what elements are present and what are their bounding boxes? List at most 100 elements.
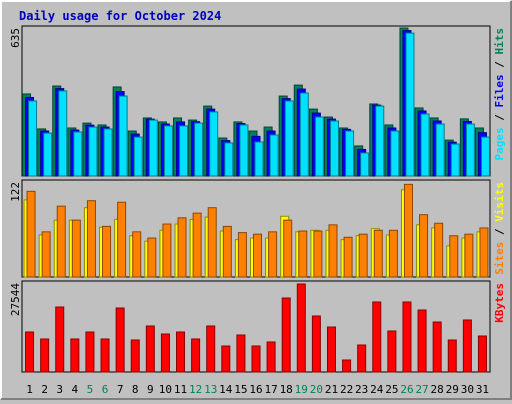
bar <box>86 200 96 278</box>
bar <box>130 339 140 373</box>
bar <box>405 32 415 177</box>
x-tick-label: 13 <box>204 383 217 396</box>
bar <box>176 331 186 373</box>
bar <box>237 232 247 278</box>
bar <box>435 123 445 177</box>
x-tick-label: 28 <box>431 383 444 396</box>
x-tick-label: 18 <box>280 383 293 396</box>
bar <box>477 335 487 373</box>
y-tick-label: 122 <box>9 182 22 202</box>
bar <box>115 307 125 373</box>
bar <box>313 230 323 278</box>
bar <box>449 235 459 278</box>
bar <box>447 339 457 373</box>
y-tick-label: 27544 <box>9 283 22 316</box>
x-tick-label: 2 <box>41 383 48 396</box>
bar <box>465 123 475 177</box>
bar <box>343 236 353 278</box>
bar <box>372 301 382 373</box>
x-tick-label: 22 <box>340 383 353 396</box>
x-tick-label: 6 <box>102 383 109 396</box>
bar <box>191 338 201 373</box>
bar <box>434 222 444 278</box>
bar <box>402 301 412 373</box>
legend-entry: Files <box>493 74 506 107</box>
bar <box>40 338 50 373</box>
bar <box>179 125 189 177</box>
legend: Pages / Files / Hits <box>493 28 506 161</box>
bar <box>56 205 66 278</box>
bar <box>254 141 264 177</box>
x-tick-label: 11 <box>174 383 187 396</box>
x-tick-label: 23 <box>355 383 368 396</box>
x-tick-label: 5 <box>87 383 94 396</box>
bar <box>345 130 355 177</box>
bar <box>281 297 291 373</box>
bar <box>239 124 249 177</box>
bar <box>70 338 80 373</box>
bar <box>194 122 204 177</box>
bar <box>357 344 367 373</box>
x-tick-label: 21 <box>325 383 338 396</box>
y-tick-label: 635 <box>9 28 22 48</box>
bar <box>269 134 279 177</box>
legend: Sites / Visits <box>493 182 506 275</box>
x-tick-label: 10 <box>159 383 172 396</box>
bar <box>206 325 216 373</box>
bar <box>25 331 35 373</box>
x-tick-label: 27 <box>415 383 428 396</box>
bar <box>85 331 95 373</box>
bar <box>284 100 294 177</box>
bar <box>417 309 427 373</box>
x-tick-label: 17 <box>264 383 277 396</box>
x-tick-label: 25 <box>385 383 398 396</box>
bar <box>432 321 442 373</box>
bar <box>464 233 474 278</box>
x-tick-label: 24 <box>370 383 384 396</box>
bar <box>298 230 308 278</box>
bar <box>26 190 36 278</box>
bar <box>283 219 293 278</box>
bar <box>403 183 413 278</box>
x-tick-label: 30 <box>461 383 474 396</box>
bar <box>358 233 368 278</box>
x-tick-label: 9 <box>147 383 154 396</box>
bar <box>388 229 398 278</box>
x-tick-label: 4 <box>72 383 79 396</box>
bar <box>328 224 338 278</box>
x-tick-label: 15 <box>234 383 247 396</box>
bar <box>419 214 429 278</box>
bar <box>224 142 234 177</box>
bar <box>342 359 352 373</box>
bar <box>360 152 370 177</box>
bar <box>148 119 158 177</box>
chart-title: Daily usage for October 2024 <box>19 9 221 23</box>
x-tick-label: 1 <box>26 383 33 396</box>
bar <box>326 326 336 373</box>
bar <box>28 100 38 177</box>
legend-separator: / <box>493 55 506 75</box>
bar <box>100 338 110 373</box>
bar <box>462 319 472 373</box>
x-tick-label: 20 <box>310 383 323 396</box>
bar <box>133 136 143 177</box>
x-tick-label: 29 <box>446 383 459 396</box>
bar <box>373 229 383 278</box>
bar <box>192 212 202 278</box>
bar <box>222 225 232 278</box>
bar <box>314 116 324 177</box>
bar <box>177 217 187 278</box>
x-tick-label: 19 <box>295 383 308 396</box>
bar <box>296 283 306 373</box>
x-tick-label: 26 <box>400 383 413 396</box>
bar <box>209 111 219 177</box>
bar <box>147 237 157 278</box>
x-tick-label: 3 <box>56 383 63 396</box>
bar <box>160 333 170 373</box>
bar <box>43 132 53 177</box>
bar <box>420 113 430 177</box>
x-tick-label: 7 <box>117 383 124 396</box>
